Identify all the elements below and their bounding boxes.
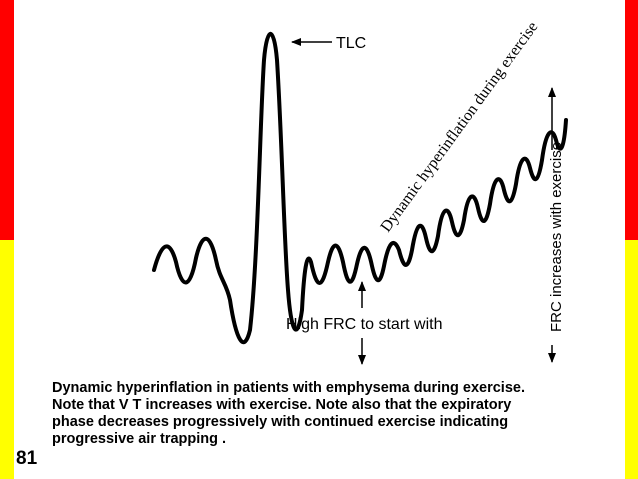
high-frc-label: High FRC to start with: [286, 316, 442, 333]
frc-increase-label: FRC increases with exercise: [548, 142, 565, 332]
lung-volume-diagram: TLC Dynamic hyperinflation during exerci…: [152, 19, 568, 365]
caption-line: phase decreases progressively with conti…: [52, 414, 509, 430]
caption-line: Dynamic hyperinflation in patients with …: [52, 380, 525, 396]
caption-line: progressive air trapping .: [52, 431, 227, 447]
caption: Dynamic hyperinflation in patients with …: [52, 380, 612, 448]
tlc-label: TLC: [336, 35, 366, 52]
breathing-trace: [152, 32, 568, 345]
slide: TLC Dynamic hyperinflation during exerci…: [14, 0, 625, 479]
caption-line: Note that V T increases with exercise. N…: [52, 397, 512, 413]
slide-number: 81: [16, 448, 38, 469]
dynamic-hyperinflation-label: Dynamic hyperinflation during exercise: [377, 19, 541, 236]
